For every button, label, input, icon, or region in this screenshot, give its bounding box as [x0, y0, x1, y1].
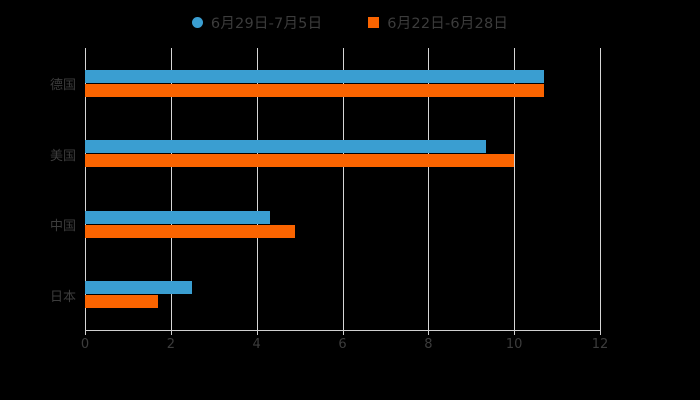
legend-square-marker-icon: [368, 16, 380, 28]
gridline-x-0: [85, 48, 86, 330]
legend-label-series-1: 6月22日-6月28日: [387, 15, 509, 32]
gridline-x-10: [514, 48, 516, 330]
bar-0-series-0[interactable]: [85, 69, 545, 83]
tick-mark-2: [170, 330, 172, 335]
y-axis-label-2: 中国: [49, 219, 76, 235]
x-tick-label-4: 4: [252, 337, 261, 352]
tick-mark-12: [600, 330, 601, 335]
tick-mark-8: [428, 330, 430, 335]
bar-0-series-1[interactable]: [85, 83, 545, 97]
gridline-x-8: [428, 48, 430, 330]
y-axis-label-1: 美国: [49, 148, 76, 164]
legend-label-series-0: 6月29日-7月5日: [210, 15, 323, 32]
tick-mark-6: [342, 330, 344, 335]
bar-2-series-1[interactable]: [85, 224, 296, 238]
bar-2-series-0[interactable]: [85, 210, 270, 224]
bar-3-series-1[interactable]: [85, 295, 158, 309]
bar-3-series-0[interactable]: [85, 281, 193, 295]
bar-1-series-1[interactable]: [85, 154, 515, 168]
gridline-x-4: [256, 48, 258, 330]
y-axis-label-0: 德国: [49, 78, 76, 94]
gridline-x-2: [170, 48, 172, 330]
tick-mark-0: [85, 330, 86, 335]
y-axis-label-3: 日本: [49, 289, 76, 305]
x-tick-label-8: 8: [424, 337, 433, 352]
bar-group-0: [85, 69, 600, 97]
x-tick-label-12: 12: [591, 337, 609, 352]
gridline-x-6: [342, 48, 344, 330]
bar-1-series-0[interactable]: [85, 140, 487, 154]
bar-group-2: [85, 210, 600, 238]
tick-mark-4: [256, 330, 258, 335]
legend-circle-marker-icon: [191, 16, 203, 28]
y-axis-category-labels: 德国 美国 中国 日本: [0, 48, 76, 330]
legend-item-series-1[interactable]: 6月22日-6月28日: [368, 12, 508, 33]
x-tick-label-10: 10: [505, 337, 523, 352]
x-tick-label-0: 0: [80, 337, 90, 352]
legend-item-series-0[interactable]: 6月29日-7月5日: [191, 12, 323, 33]
tick-mark-10: [514, 330, 516, 335]
x-tick-label-2: 2: [166, 337, 175, 352]
chart-legend: 6月29日-7月5日 6月22日-6月28日: [0, 10, 700, 34]
gridline-x-12: [600, 48, 601, 330]
bar-group-3: [85, 281, 600, 309]
bar-group-1: [85, 140, 600, 168]
x-tick-label-6: 6: [338, 337, 347, 352]
plot-area: [85, 48, 601, 330]
